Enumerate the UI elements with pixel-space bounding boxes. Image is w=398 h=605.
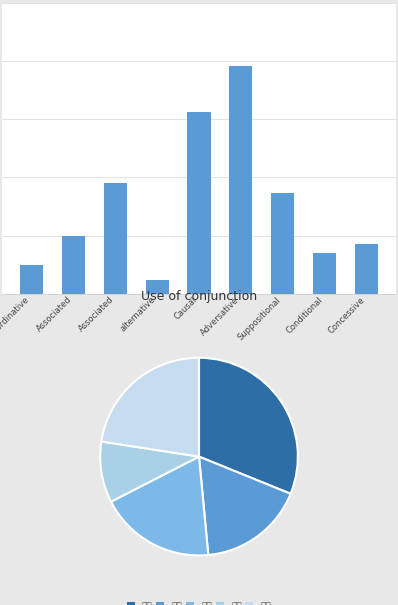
Title: Use of conjunction: Use of conjunction [141, 290, 257, 303]
Bar [313, 253, 336, 294]
Bar [20, 265, 43, 294]
Bar [146, 280, 169, 294]
Bar [229, 66, 252, 294]
Wedge shape [199, 358, 298, 494]
Legend: Times of using conjunction: Times of using conjunction [127, 424, 271, 440]
Bar [104, 183, 127, 294]
Wedge shape [101, 358, 199, 457]
Wedge shape [199, 457, 291, 555]
Wedge shape [100, 442, 199, 502]
Bar [187, 113, 211, 294]
Bar [62, 235, 85, 294]
Legend: 因为, 但是, 所以, 而且, 其它: 因为, 但是, 所以, 而且, 其它 [123, 599, 275, 605]
Bar [355, 244, 378, 294]
Wedge shape [111, 457, 208, 555]
Bar [271, 192, 294, 294]
